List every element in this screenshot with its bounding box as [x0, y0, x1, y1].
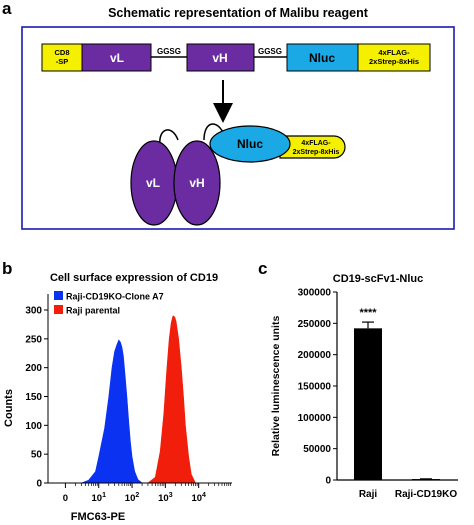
histogram-y-tick-label: 0 — [36, 479, 42, 490]
histogram-legend-swatch — [54, 291, 63, 300]
histogram-y-tick-label: 150 — [25, 392, 42, 403]
histogram-legend-label: Raji parental — [66, 306, 120, 316]
construct-vh-box — [186, 43, 255, 72]
bar-y-tick-label: 100000 — [298, 413, 332, 424]
panel-c-letter: c — [258, 259, 267, 278]
bar-chart: **** 0 50000 100000 150000 200000 250000 30000… — [270, 288, 458, 500]
bar-0 — [354, 328, 382, 480]
histogram-y-tick-label: 300 — [25, 306, 42, 317]
histogram-legend-swatch — [54, 305, 63, 314]
panel-b-letter: b — [2, 259, 12, 278]
protein-vl-label: vL — [146, 176, 160, 190]
bar-marks: **** — [354, 307, 440, 481]
construct-nluc-label: Nluc — [309, 51, 335, 65]
histogram-series-0 — [81, 339, 143, 484]
construct-tag-label: 4xFLAG-2xStrep-8xHis — [369, 48, 419, 66]
protein-vh-label: vH — [189, 176, 204, 190]
histogram-x-tick-label: 101 — [91, 492, 106, 504]
bar-x-ticks: Raji Raji-CD19KO — [359, 489, 458, 500]
protein-tag-label: 4xFLAG-2xStrep-8xHis — [293, 140, 340, 156]
bar-category-label: Raji-CD19KO — [395, 489, 457, 500]
construct-vh-label: vH — [212, 51, 227, 65]
bar-category-label: Raji — [359, 489, 378, 500]
construct-vl-box — [81, 43, 152, 72]
protein-nluc-label: Nluc — [237, 137, 263, 151]
histogram-x-label: FMC63-PE — [71, 511, 125, 523]
histogram-title: Cell surface expression of CD19 — [50, 272, 218, 284]
construct-diagram: CD8 -SP vL GGSG vH GGSG Nluc 4xFLAG-2xStr… — [41, 43, 431, 72]
bar-y-tick-label: 200000 — [298, 350, 332, 361]
linker2-label: GGSG — [258, 47, 282, 56]
protein-tag — [279, 135, 346, 159]
histogram-areas — [81, 315, 196, 484]
panel-a-border — [21, 26, 455, 230]
histogram-chart: 0 50 100 150 200 250 300 0 101 102 103 104 Raji-CD… — [3, 291, 232, 523]
protein-nluc-domain — [209, 125, 291, 163]
protein-diagram: vL vH 4xFLAG-2xStrep-8xHis Nluc — [130, 123, 346, 226]
histogram-x-ticks: 0 101 102 103 104 — [63, 483, 231, 504]
histogram-x-tick-label: 103 — [158, 492, 173, 504]
histogram-y-tick-label: 50 — [31, 450, 43, 461]
histogram-y-tick-label: 250 — [25, 334, 42, 345]
construct-tag-box — [357, 43, 431, 72]
histogram-x-tick-label: 0 — [63, 493, 68, 504]
histogram-y-ticks: 0 50 100 150 200 250 300 — [25, 306, 48, 490]
histogram-legend-label: Raji-CD19KO-Clone A7 — [66, 292, 164, 302]
bar-y-tick-label: 250000 — [298, 319, 332, 330]
protein-vh-domain — [173, 140, 221, 226]
bar-chart-title: CD19-scFv1-Nluc — [333, 273, 423, 285]
histogram-legend: Raji-CD19KO-Clone A7 Raji parental — [54, 291, 164, 316]
construct-vl-label: vL — [110, 51, 124, 65]
bar-significance-label: **** — [359, 307, 377, 319]
histogram-x-tick-label: 104 — [191, 492, 206, 504]
histogram-y-tick-label: 100 — [25, 421, 42, 432]
linker1-label: GGSG — [157, 47, 181, 56]
signal-peptide-label: CD8 -SP — [54, 48, 69, 66]
bar-y-tick-label: 0 — [325, 476, 331, 487]
protein-linker-left — [159, 129, 179, 146]
histogram-y-tick-label: 200 — [25, 363, 42, 374]
panel-a-title: Schematic representation of Malibu reage… — [108, 6, 369, 20]
bar-y-tick-label: 50000 — [303, 444, 331, 455]
construct-nluc-box — [286, 43, 359, 72]
bar-y-label: Relative luminescence units — [270, 316, 282, 457]
histogram-x-tick-label: 102 — [125, 492, 140, 504]
histogram-y-label: Counts — [3, 389, 15, 427]
bar-y-tick-label: 150000 — [298, 382, 332, 393]
bar-y-ticks: 0 50000 100000 150000 200000 250000 300000 — [298, 288, 337, 487]
signal-peptide-box — [41, 43, 83, 72]
bar-y-tick-label: 300000 — [298, 288, 332, 299]
histogram-series-1 — [147, 315, 196, 484]
panel-a-letter: a — [2, 0, 12, 18]
